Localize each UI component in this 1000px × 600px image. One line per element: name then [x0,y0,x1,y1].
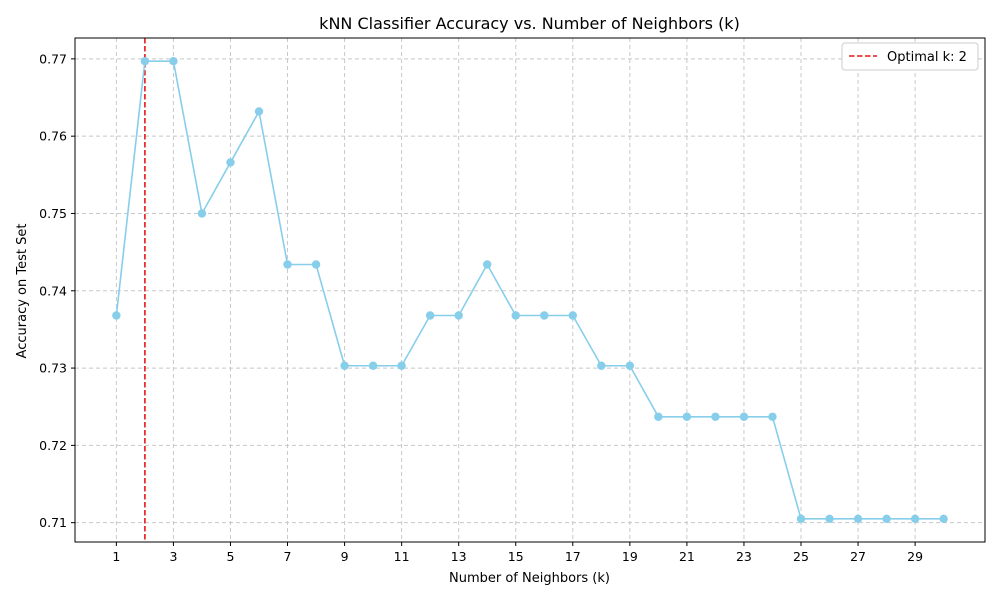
x-tick-label: 23 [736,549,752,564]
data-point [511,311,520,320]
chart-title: kNN Classifier Accuracy vs. Number of Ne… [319,14,740,33]
data-point [796,514,806,524]
x-tick-label: 17 [565,549,581,564]
data-point [882,514,891,524]
legend-box [841,42,979,71]
x-tick-label: 7 [284,549,292,564]
data-point [140,56,150,66]
x-axis-label: Number of Neighbors (k) [449,571,610,586]
x-tick-label: 11 [394,549,410,564]
data-point [625,361,635,370]
data-point [254,107,264,116]
series-line [115,60,944,520]
data-point [768,412,777,421]
grid [75,38,985,542]
x-tick-label: 27 [850,549,866,564]
data-point [568,311,577,320]
data-point [112,311,121,320]
data-point [540,311,549,320]
data-point [226,158,235,167]
x-tick-label: 29 [907,549,923,564]
series-group [112,56,948,524]
y-tick-label: 0.74 [39,283,67,298]
y-tick-label: 0.76 [39,129,67,144]
x-tick-label: 1 [112,549,120,564]
y-tick-label: 0.75 [39,206,67,221]
x-tick-label: 25 [793,549,809,564]
data-point [397,361,406,370]
x-tick-label: 5 [226,549,234,564]
data-point [853,514,863,524]
legend: Optimal k: 2 [841,42,979,71]
data-point [454,311,463,320]
x-axis-ticks: 1 3 5 7 9 11 13 15 17 19 21 23 25 27 29 [112,542,923,564]
data-point [739,412,749,421]
x-tick-label: 9 [341,549,349,564]
data-point [311,260,321,269]
y-tick-label: 0.71 [39,515,67,530]
data-point [340,361,349,370]
data-point [910,514,920,524]
data-point [425,311,435,320]
y-axis-ticks: 0.71 0.72 0.73 0.74 0.75 0.76 0.77 [39,51,75,530]
data-point [939,514,948,524]
data-point [197,209,207,218]
x-tick-label: 13 [451,549,467,564]
x-tick-label: 21 [679,549,695,564]
data-point [711,412,720,421]
plot-frame [74,37,986,543]
data-point [169,56,178,66]
data-point [825,514,834,524]
y-tick-label: 0.77 [39,51,67,66]
data-point [483,260,492,269]
x-tick-label: 3 [169,549,177,564]
data-point [654,412,663,421]
data-point [283,260,292,269]
x-tick-label: 15 [508,549,524,564]
y-tick-label: 0.72 [39,438,67,453]
data-point [368,361,378,370]
data-point [597,361,606,370]
y-axis-label: Accuracy on Test Set [15,224,30,359]
legend-entry-optimal-k: Optimal k: 2 [887,50,967,65]
data-point [682,412,692,421]
x-tick-label: 19 [622,549,638,564]
y-tick-label: 0.73 [39,361,67,376]
